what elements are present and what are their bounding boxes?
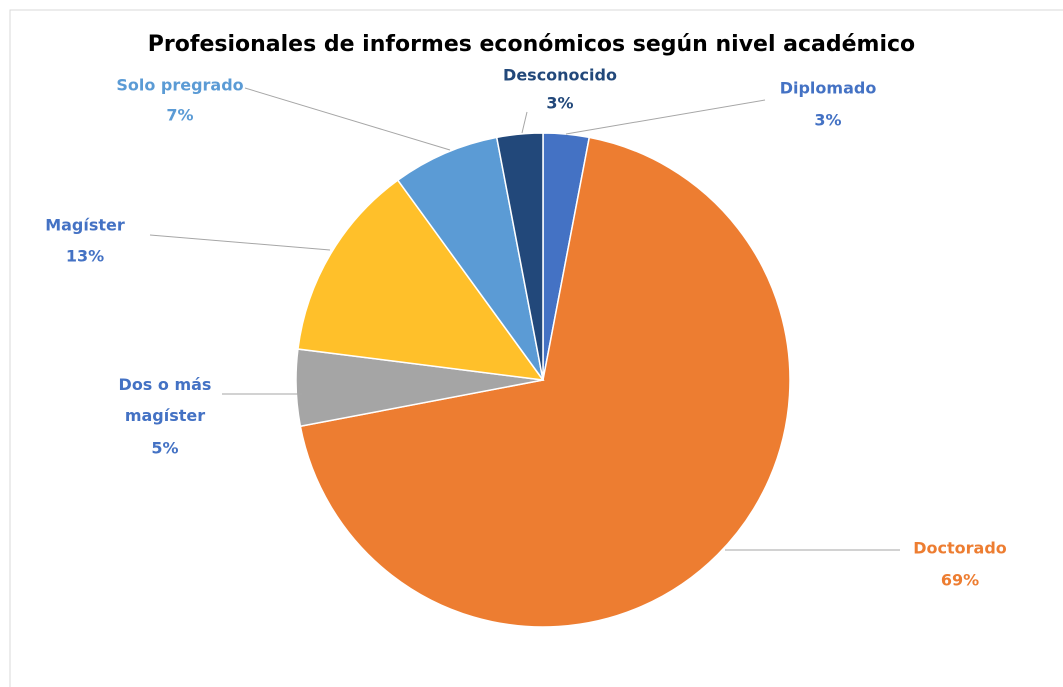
leader-line	[521, 111, 528, 134]
slice-value-label: 3%	[814, 110, 842, 130]
slice-value-label: 5%	[151, 438, 179, 458]
slice-label: Desconocido	[503, 65, 617, 85]
slice-label: Solo pregrado	[116, 75, 244, 95]
pie-slice	[396, 136, 544, 381]
pie-slice	[299, 136, 791, 628]
pie-slice	[495, 132, 544, 381]
chart-title: Profesionales de informes económicos seg…	[147, 32, 916, 57]
slice-value-label: 3%	[546, 93, 574, 113]
chart-border	[9, 9, 1063, 687]
leader-line	[149, 234, 331, 251]
slice-value-label: 7%	[166, 105, 194, 125]
slice-label: Dos o más magíster	[118, 375, 212, 425]
pie-slice	[297, 179, 545, 381]
slice-value-label: 13%	[65, 246, 105, 266]
slice-label: Magíster	[45, 215, 125, 235]
leader-line	[565, 99, 766, 135]
slice-label: Doctorado	[913, 538, 1007, 558]
leader-line	[244, 87, 451, 151]
slice-value-label: 69%	[940, 570, 980, 590]
slice-label: Diplomado	[779, 78, 877, 98]
